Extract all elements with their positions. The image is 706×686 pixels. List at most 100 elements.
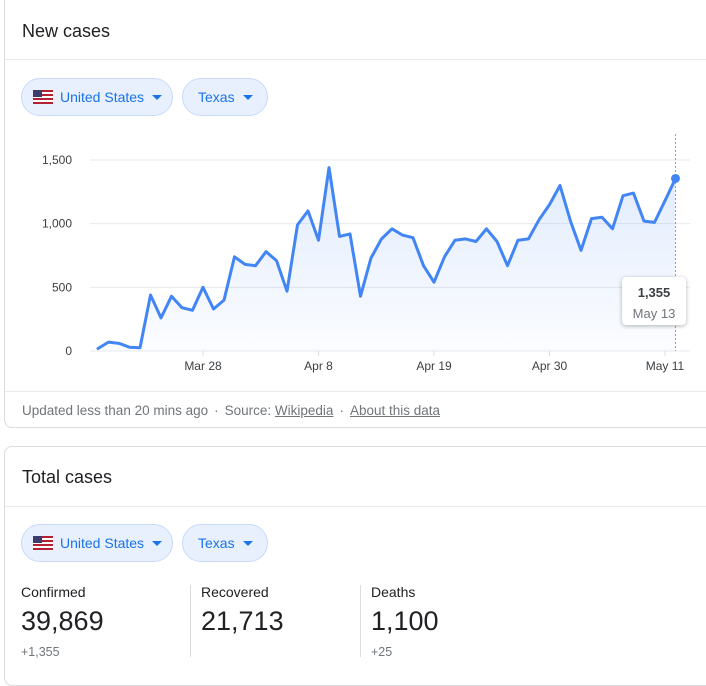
- area-fill: [98, 167, 676, 351]
- us-flag-icon: [33, 536, 53, 550]
- data-point[interactable]: [452, 237, 458, 243]
- separator: ·: [214, 403, 219, 418]
- data-point[interactable]: [421, 263, 427, 269]
- stat-delta: +25: [371, 645, 393, 659]
- x-tick-label: Apr 8: [304, 359, 333, 373]
- x-tick-label: Apr 19: [416, 359, 452, 373]
- tooltip-value: 1,355: [637, 285, 671, 300]
- x-tick-label: Apr 30: [532, 359, 568, 373]
- highlighted-data-point[interactable]: [671, 173, 680, 183]
- stat-value: 39,869: [21, 606, 104, 636]
- x-tick-label: May 11: [646, 359, 685, 373]
- data-point[interactable]: [337, 233, 343, 239]
- data-point[interactable]: [599, 214, 605, 220]
- us-flag-icon: [33, 90, 53, 104]
- stat-label: Deaths: [371, 584, 416, 600]
- data-point[interactable]: [379, 236, 385, 242]
- chevron-down-icon: [152, 540, 163, 546]
- data-point[interactable]: [200, 284, 206, 290]
- data-point[interactable]: [137, 345, 143, 351]
- country-dropdown-label: United States: [60, 535, 145, 551]
- data-point[interactable]: [620, 193, 626, 199]
- data-point[interactable]: [431, 279, 437, 285]
- data-point[interactable]: [221, 297, 227, 303]
- tooltip-date: May 13: [632, 306, 676, 321]
- data-point[interactable]: [284, 288, 290, 294]
- data-point[interactable]: [116, 340, 122, 346]
- data-point[interactable]: [652, 219, 658, 225]
- data-point[interactable]: [95, 345, 101, 351]
- data-point[interactable]: [442, 254, 448, 260]
- y-tick-label: 1,500: [42, 153, 72, 167]
- data-point[interactable]: [253, 263, 259, 269]
- about-data-link[interactable]: About this data: [349, 403, 441, 418]
- data-point[interactable]: [389, 226, 395, 232]
- data-point[interactable]: [179, 305, 185, 311]
- total-cases-title: Total cases: [22, 467, 113, 487]
- country-dropdown-label: United States: [60, 89, 145, 105]
- data-point[interactable]: [158, 315, 164, 321]
- state-dropdown[interactable]: Texas: [182, 524, 268, 562]
- data-point[interactable]: [148, 292, 154, 298]
- y-tick-label: 0: [65, 344, 72, 358]
- data-point[interactable]: [211, 306, 217, 312]
- stat-recovered: Recovered 21,713: [201, 584, 284, 645]
- footer: Updated less than 20 mins ago · Source: Wi…: [22, 403, 440, 418]
- data-point[interactable]: [589, 216, 595, 222]
- new-cases-card: New cases United States Texas Updated le…: [4, 0, 706, 428]
- country-dropdown[interactable]: United States: [21, 78, 173, 116]
- series-line: [96, 166, 677, 350]
- data-point[interactable]: [232, 254, 238, 260]
- data-point[interactable]: [347, 231, 353, 237]
- separator: ·: [339, 403, 344, 418]
- data-point[interactable]: [106, 339, 112, 345]
- data-point[interactable]: [557, 182, 563, 188]
- stat-delta: +1,355: [21, 645, 60, 659]
- data-point[interactable]: [368, 255, 374, 261]
- data-point[interactable]: [610, 226, 616, 232]
- data-point[interactable]: [305, 208, 311, 214]
- wikipedia-link[interactable]: Wikipedia: [274, 403, 334, 418]
- data-point[interactable]: [295, 222, 301, 228]
- stat-value: 1,100: [371, 606, 439, 636]
- y-tick-label: 1,000: [42, 217, 72, 231]
- tooltip: 1,355 May 13: [622, 277, 686, 325]
- source-label: Source:: [224, 403, 272, 418]
- data-point[interactable]: [547, 202, 553, 208]
- data-point[interactable]: [473, 238, 479, 244]
- chevron-down-icon: [242, 540, 253, 546]
- divider: [5, 59, 706, 60]
- divider: [5, 391, 706, 392]
- data-point[interactable]: [515, 237, 521, 243]
- divider: [190, 585, 191, 657]
- data-point[interactable]: [463, 236, 469, 242]
- data-point[interactable]: [484, 226, 490, 232]
- y-tick-label: 500: [52, 280, 72, 294]
- data-point[interactable]: [316, 237, 322, 243]
- data-point[interactable]: [410, 235, 416, 241]
- data-point[interactable]: [274, 258, 280, 264]
- data-point[interactable]: [494, 238, 500, 244]
- country-dropdown[interactable]: United States: [21, 524, 173, 562]
- data-point[interactable]: [400, 232, 406, 238]
- data-point[interactable]: [662, 198, 668, 204]
- data-point[interactable]: [641, 218, 647, 224]
- data-point[interactable]: [326, 165, 332, 171]
- state-dropdown[interactable]: Texas: [182, 78, 268, 116]
- data-point[interactable]: [242, 261, 248, 267]
- new-cases-title: New cases: [22, 21, 111, 41]
- stat-label: Confirmed: [21, 584, 86, 600]
- data-point[interactable]: [568, 218, 574, 224]
- data-point[interactable]: [127, 344, 133, 350]
- data-point[interactable]: [263, 249, 269, 255]
- data-point[interactable]: [578, 247, 584, 253]
- data-point[interactable]: [190, 307, 196, 313]
- data-point[interactable]: [526, 236, 532, 242]
- data-point[interactable]: [169, 293, 175, 299]
- data-point[interactable]: [536, 217, 542, 223]
- data-point[interactable]: [358, 293, 364, 299]
- new-cases-chart[interactable]: 0 500 1,000 1,500 Mar 28 Apr 8 Apr 19 Apr 30 Ma…: [0, 0, 706, 380]
- data-point[interactable]: [631, 190, 637, 196]
- chevron-down-icon: [152, 94, 163, 100]
- data-point[interactable]: [505, 263, 511, 269]
